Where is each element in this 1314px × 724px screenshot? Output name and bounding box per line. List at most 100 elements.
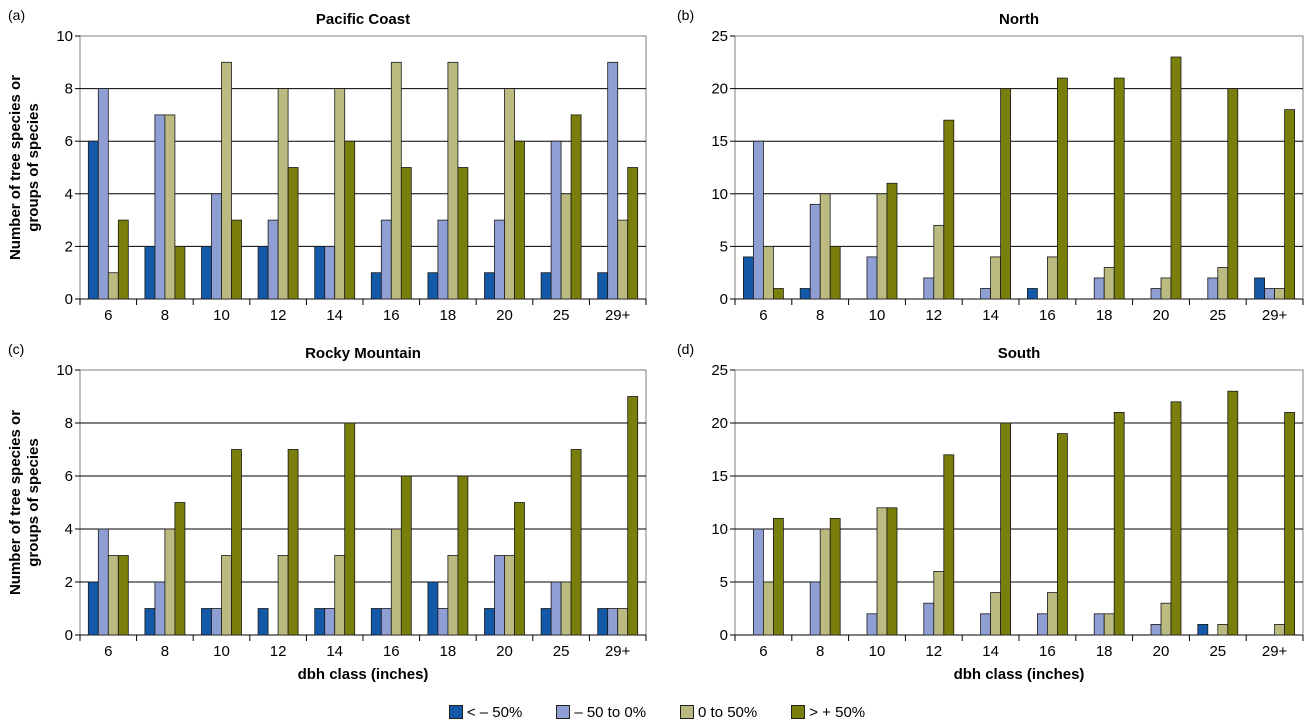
bar — [267, 219, 279, 300]
bar — [1217, 267, 1229, 300]
bar — [211, 608, 222, 636]
bar — [277, 88, 289, 300]
x-tick-label: 25 — [553, 643, 570, 660]
bar — [876, 507, 888, 636]
bar — [87, 140, 99, 300]
bar — [97, 88, 109, 300]
bar — [570, 449, 582, 636]
bar — [1284, 109, 1295, 300]
x-axis-label: dbh class (inches) — [298, 666, 429, 683]
y-tick-label: 20 — [711, 415, 728, 432]
chart-svg: 0 2 4 6 8 10 6 8 10 12 14 16 18 20 25 29+ (c) Rocky Mount… — [7, 341, 647, 683]
legend-item: – 50 to 0% — [556, 704, 646, 721]
bar — [1113, 412, 1125, 636]
bar — [627, 167, 639, 300]
bar — [560, 581, 572, 636]
chart-svg: 0 2 4 6 8 10 6 8 10 12 14 16 18 20 25 29+ (a) Pacific Coa… — [7, 7, 647, 324]
bar — [923, 602, 935, 636]
bar — [933, 570, 945, 636]
x-tick-label: 29+ — [605, 643, 631, 660]
panel-label: (c) — [8, 341, 24, 357]
bar — [1170, 401, 1182, 636]
x-tick-label: 14 — [326, 307, 343, 324]
bar — [484, 272, 495, 300]
bar — [1227, 390, 1239, 636]
y-axis-label: Number of tree species orgroups of speci… — [7, 410, 42, 595]
bar — [743, 256, 754, 300]
bar — [514, 140, 525, 300]
bar — [773, 517, 784, 636]
bar — [990, 256, 1002, 300]
y-tick-label: 8 — [65, 81, 73, 98]
x-tick-label: 16 — [1039, 643, 1056, 660]
x-tick-label: 8 — [816, 643, 824, 660]
bar — [211, 193, 222, 300]
bar — [943, 454, 955, 636]
x-tick-label: 10 — [869, 307, 886, 324]
bar — [494, 555, 505, 636]
x-tick-label: 18 — [440, 643, 457, 660]
x-tick-label: 8 — [816, 307, 824, 324]
y-tick-label: 10 — [711, 186, 728, 203]
bar — [380, 219, 392, 300]
bar — [484, 608, 495, 636]
bar — [1103, 613, 1115, 636]
legend-item: 0 to 50% — [680, 704, 757, 721]
bar — [1254, 277, 1265, 300]
legend-item: < – 50% — [448, 704, 522, 721]
chart-svg: 0 5 10 15 20 25 6 8 10 12 14 16 18 20 25 29+ (d) South dbh… — [677, 341, 1304, 683]
bar — [427, 581, 439, 636]
legend-label: > + 50% — [809, 703, 866, 721]
bar — [540, 272, 552, 300]
bar — [570, 114, 582, 300]
bar — [201, 245, 212, 300]
y-tick-label: 0 — [720, 291, 728, 308]
x-tick-label: 20 — [496, 307, 513, 324]
bar — [504, 555, 515, 636]
bar — [427, 272, 439, 300]
panel-label: (a) — [8, 7, 25, 23]
bar — [380, 608, 392, 636]
legend-label: 0 to 50% — [698, 703, 758, 721]
y-tick-label: 10 — [56, 28, 73, 45]
bar — [550, 581, 562, 636]
y-axis-label-line: groups of species — [25, 103, 42, 231]
legend-swatch — [791, 705, 806, 719]
bar — [287, 449, 299, 636]
chart-title: North — [999, 11, 1039, 28]
chart-title: Pacific Coast — [316, 11, 410, 28]
bar — [866, 613, 878, 636]
bar — [876, 193, 888, 300]
bar — [390, 61, 402, 300]
x-tick-label: 10 — [869, 643, 886, 660]
bar — [1150, 288, 1162, 300]
bar — [504, 88, 515, 300]
legend-swatch — [556, 705, 571, 719]
bar — [231, 449, 242, 636]
bar — [607, 61, 619, 300]
bar — [370, 272, 382, 300]
bar — [1160, 602, 1172, 636]
x-tick-label: 12 — [925, 643, 942, 660]
y-axis-label: Number of tree species orgroups of speci… — [7, 75, 42, 260]
x-tick-label: 20 — [1153, 643, 1170, 660]
bar — [164, 114, 176, 300]
bar — [324, 608, 336, 636]
bar — [1056, 433, 1068, 636]
bar — [1274, 288, 1285, 300]
bar — [753, 140, 764, 300]
bar — [1264, 288, 1275, 300]
bar — [886, 507, 898, 636]
bar — [1093, 613, 1105, 636]
bar — [1170, 56, 1182, 300]
bar — [1000, 422, 1012, 636]
bar — [457, 167, 469, 300]
x-tick-label: 12 — [270, 307, 287, 324]
bar — [1274, 623, 1285, 636]
bar — [1103, 267, 1115, 300]
bar — [457, 475, 469, 636]
bar — [773, 288, 784, 300]
x-tick-label: 16 — [1039, 307, 1056, 324]
bar — [1046, 592, 1058, 636]
bar — [97, 528, 109, 636]
